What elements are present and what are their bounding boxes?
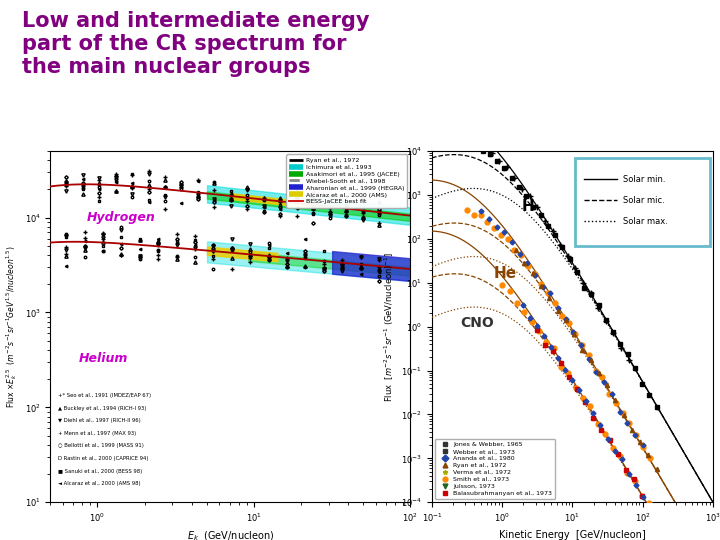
Text: +* Seo et al., 1991 (IMDEZ/EAP 67): +* Seo et al., 1991 (IMDEZ/EAP 67) <box>58 393 150 398</box>
Legend: Ryan et al., 1972, Ichimura et al., 1993, Asakimori et al., 1995 (JACEE), Wiebel: Ryan et al., 1972, Ichimura et al., 1993… <box>287 154 408 207</box>
FancyBboxPatch shape <box>575 158 710 246</box>
Text: Helium: Helium <box>79 352 129 365</box>
Text: ◄ Alcaraz et al., 2000 (AMS 98): ◄ Alcaraz et al., 2000 (AMS 98) <box>58 481 140 487</box>
Legend: Jones & Webber, 1965, Webber et al., 1973, Ananda et al., 1980, Ryan et al., 197: Jones & Webber, 1965, Webber et al., 197… <box>435 439 555 499</box>
Text: Solar min.: Solar min. <box>623 175 665 184</box>
Y-axis label: Flux $\times E_k^{2.5}$  ($m^{-2} s^{-1} sr^{-1} GeV^{1.5}/nucleon^{1.5}$): Flux $\times E_k^{2.5}$ ($m^{-2} s^{-1} … <box>4 246 19 408</box>
Text: D Rastin et al., 2000 (CAPRICE 94): D Rastin et al., 2000 (CAPRICE 94) <box>58 456 148 461</box>
Text: Solar mic.: Solar mic. <box>623 196 665 205</box>
X-axis label: Kinetic Energy  [GeV/nucleon]: Kinetic Energy [GeV/nucleon] <box>499 530 646 540</box>
Text: ▼ Diehl et al., 1997 (RICH-II 96): ▼ Diehl et al., 1997 (RICH-II 96) <box>58 418 140 423</box>
Text: Hydrogen: Hydrogen <box>86 211 155 225</box>
Text: CNO: CNO <box>460 316 494 330</box>
Text: ○ Bellotti et al., 1999 (MASS 91): ○ Bellotti et al., 1999 (MASS 91) <box>58 443 143 448</box>
Text: ■ Sanuki et al., 2000 (BESS 98): ■ Sanuki et al., 2000 (BESS 98) <box>58 469 142 474</box>
Text: ▲ Buckley et al., 1994 (RICH-I 93): ▲ Buckley et al., 1994 (RICH-I 93) <box>58 406 146 410</box>
Text: Solar max.: Solar max. <box>623 217 668 226</box>
Text: Low and intermediate energy
part of the CR spectrum for
the main nuclear groups: Low and intermediate energy part of the … <box>22 11 369 77</box>
Y-axis label: Flux  [$m^{-2} s^{-1} sr^{-1}$ (GeV/nucleon)$^{-1}$]: Flux [$m^{-2} s^{-1} sr^{-1}$ (GeV/nucle… <box>382 252 396 402</box>
Text: He: He <box>494 266 517 281</box>
Text: + Menn et al., 1997 (MAX 93): + Menn et al., 1997 (MAX 93) <box>58 431 136 436</box>
Text: H: H <box>522 199 535 214</box>
X-axis label: $E_k$  (GeV/nucleon): $E_k$ (GeV/nucleon) <box>186 530 274 540</box>
